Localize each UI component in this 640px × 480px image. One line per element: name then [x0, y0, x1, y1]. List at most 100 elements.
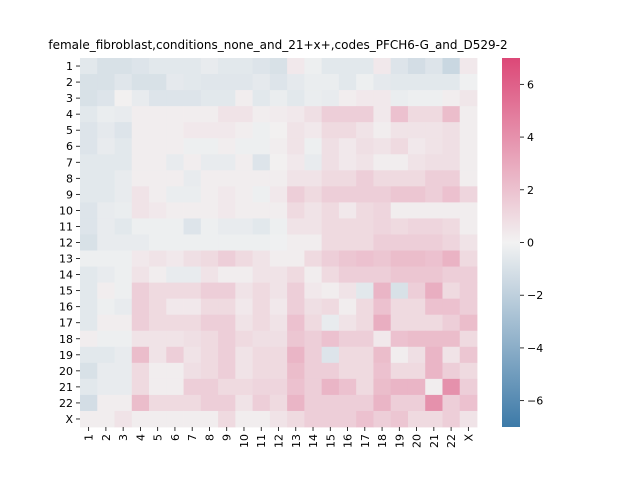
heatmap-cell — [425, 170, 443, 187]
heatmap-cell — [287, 282, 305, 300]
heatmap-cell — [425, 314, 443, 332]
heatmap-cell — [425, 362, 443, 380]
heatmap-cell — [97, 250, 115, 267]
heatmap-cell — [97, 186, 115, 203]
heatmap-cell — [252, 138, 271, 155]
heatmap-cell — [338, 234, 357, 251]
heatmap-cell — [390, 362, 409, 380]
heatmap-cell — [80, 266, 98, 284]
heatmap-cell — [149, 138, 167, 155]
heatmap-cell — [149, 346, 167, 364]
heatmap-cell — [114, 282, 133, 300]
heatmap-cell — [200, 362, 219, 380]
heatmap-cell — [304, 266, 323, 284]
heatmap-cell — [166, 90, 184, 107]
heatmap-cell — [338, 170, 357, 187]
heatmap-cell — [304, 282, 323, 300]
heatmap-cell — [407, 106, 426, 123]
heatmap-cell — [390, 122, 409, 139]
colorbar-tick-label: 2 — [527, 184, 534, 197]
heatmap-cell — [425, 234, 443, 251]
heatmap-cell — [183, 314, 202, 332]
heatmap-cell — [442, 154, 461, 171]
row-tick-label: 15 — [59, 285, 73, 298]
heatmap-cell — [269, 154, 288, 171]
heatmap-cell — [287, 362, 305, 380]
row-tick-label: 14 — [59, 269, 73, 282]
heatmap-cell — [252, 170, 271, 187]
heatmap-cell — [338, 58, 357, 75]
heatmap-cell — [166, 330, 184, 348]
heatmap-cell — [287, 266, 305, 284]
heatmap-cell — [80, 106, 98, 123]
colorbar-tick-label: 6 — [527, 78, 534, 91]
heatmap-cell — [114, 314, 133, 332]
heatmap-cell — [287, 154, 305, 171]
column-tick-labels: 1 2 3 4 5 6 7 8 9 10 11 12 13 14 15 16 17 18 19 20 21 22 X — [83, 427, 475, 448]
heatmap-cell — [356, 282, 374, 300]
heatmap-cells — [80, 58, 478, 428]
heatmap-cell — [166, 138, 184, 155]
heatmap-cell — [252, 202, 271, 219]
heatmap-cell — [235, 106, 254, 123]
heatmap-cell — [425, 282, 443, 300]
heatmap-cell — [373, 266, 392, 284]
heatmap-cell — [269, 106, 288, 123]
heatmap-cell — [218, 362, 236, 380]
column-tick-label: 5 — [152, 434, 165, 441]
heatmap-cell — [459, 218, 478, 235]
heatmap-cell — [252, 394, 271, 412]
heatmap-cell — [218, 202, 236, 219]
heatmap-cell — [373, 138, 392, 155]
heatmap-cell — [200, 122, 219, 139]
heatmap-cell — [235, 250, 254, 267]
column-tick-label: 21 — [428, 434, 441, 448]
column-tick-label: 18 — [376, 434, 389, 448]
heatmap-cell — [356, 218, 374, 235]
heatmap-cell — [373, 298, 392, 316]
heatmap-cell — [235, 186, 254, 203]
heatmap-cell — [407, 330, 426, 348]
heatmap-cell — [114, 90, 133, 107]
heatmap-cell — [80, 394, 98, 412]
heatmap-cell — [114, 298, 133, 316]
heatmap-cell — [269, 298, 288, 316]
heatmap-cell — [269, 138, 288, 155]
heatmap-cell — [269, 202, 288, 219]
heatmap-cell — [131, 186, 150, 203]
heatmap-cell — [425, 122, 443, 139]
heatmap-cell — [304, 378, 323, 396]
heatmap-cell — [80, 234, 98, 251]
heatmap-cell — [269, 186, 288, 203]
heatmap-cell — [459, 186, 478, 203]
heatmap-cell — [407, 154, 426, 171]
heatmap-cell — [287, 410, 305, 428]
heatmap-cell — [459, 122, 478, 139]
heatmap-cell — [407, 266, 426, 284]
heatmap-cell — [200, 394, 219, 412]
heatmap-cell — [131, 250, 150, 267]
heatmap-cell — [252, 298, 271, 316]
heatmap-cell — [235, 362, 254, 380]
heatmap-cell — [252, 74, 271, 91]
heatmap-cell — [269, 90, 288, 107]
heatmap-cell — [200, 346, 219, 364]
heatmap-cell — [166, 234, 184, 251]
heatmap-cell — [373, 186, 392, 203]
heatmap-cell — [80, 74, 98, 91]
heatmap-cell — [442, 74, 461, 91]
heatmap-cell — [269, 394, 288, 412]
heatmap-cell — [287, 298, 305, 316]
heatmap-cell — [200, 106, 219, 123]
heatmap-cell — [442, 58, 461, 75]
heatmap-cell — [407, 74, 426, 91]
heatmap-cell — [200, 410, 219, 428]
heatmap-cell — [304, 234, 323, 251]
heatmap-cell — [287, 234, 305, 251]
heatmap-cell — [269, 234, 288, 251]
heatmap-cell — [390, 298, 409, 316]
heatmap-cell — [304, 298, 323, 316]
heatmap-cell — [407, 410, 426, 428]
heatmap-cell — [287, 106, 305, 123]
heatmap-cell — [97, 122, 115, 139]
